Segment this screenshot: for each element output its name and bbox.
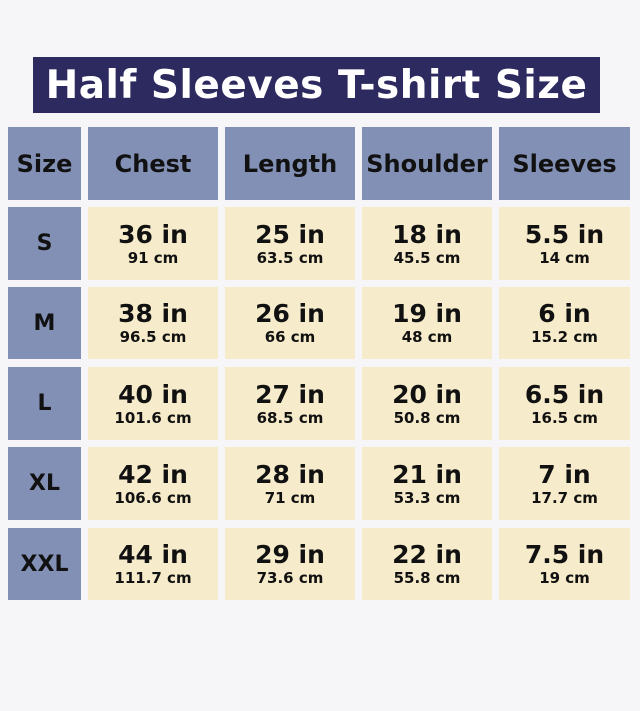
measurement-cell: 44 in 111.7 cm — [88, 528, 218, 600]
size-label-cell: XXL — [8, 528, 81, 600]
cm-value: 106.6 cm — [114, 488, 192, 507]
cm-value: 71 cm — [264, 488, 316, 507]
inches-value: 5.5 in — [524, 219, 605, 249]
inches-value: 18 in — [392, 219, 462, 249]
measurement-cell: 38 in 96.5 cm — [88, 287, 218, 359]
inches-value: 36 in — [118, 219, 188, 249]
cm-value: 50.8 cm — [393, 408, 461, 427]
size-label: M — [33, 310, 56, 336]
measurement-cell: 20 in 50.8 cm — [362, 367, 492, 440]
cm-value: 16.5 cm — [531, 408, 598, 427]
size-label: S — [36, 231, 53, 256]
measurement-cell: 7.5 in 19 cm — [499, 528, 630, 600]
inches-value: 25 in — [255, 219, 325, 249]
cm-value: 17.7 cm — [531, 488, 598, 507]
inches-value: 7 in — [538, 459, 591, 489]
column-header: Chest — [88, 127, 218, 200]
measurement-cell: 40 in 101.6 cm — [88, 367, 218, 440]
inches-value: 20 in — [392, 379, 462, 409]
cm-value: 45.5 cm — [393, 248, 461, 267]
size-label-cell: XL — [8, 447, 81, 520]
measurement-cell: 22 in 55.8 cm — [362, 528, 492, 600]
size-label-cell: L — [8, 367, 81, 440]
inches-value: 44 in — [118, 540, 188, 569]
cm-value: 63.5 cm — [256, 248, 324, 267]
cm-value: 96.5 cm — [119, 328, 187, 346]
cm-value: 91 cm — [127, 248, 179, 267]
cm-value: 111.7 cm — [114, 569, 192, 587]
inches-value: 6 in — [538, 299, 591, 328]
cm-value: 68.5 cm — [256, 408, 324, 427]
size-label-cell: M — [8, 287, 81, 359]
size-label: XL — [29, 471, 60, 496]
measurement-cell: 7 in 17.7 cm — [499, 447, 630, 520]
inches-value: 29 in — [255, 540, 325, 569]
column-header: Length — [225, 127, 355, 200]
inches-value: 38 in — [118, 299, 188, 328]
column-header-label: Chest — [114, 149, 192, 178]
inches-value: 7.5 in — [524, 540, 605, 569]
measurement-cell: 21 in 53.3 cm — [362, 447, 492, 520]
size-label: L — [37, 391, 52, 416]
cm-value: 48 cm — [401, 328, 453, 346]
cm-value: 66 cm — [264, 328, 316, 346]
size-label-cell: S — [8, 207, 81, 280]
inches-value: 27 in — [255, 379, 325, 409]
inches-value: 42 in — [118, 459, 188, 489]
inches-value: 6.5 in — [524, 379, 605, 409]
measurement-cell: 36 in 91 cm — [88, 207, 218, 280]
inches-value: 40 in — [118, 379, 188, 409]
measurement-cell: 28 in 71 cm — [225, 447, 355, 520]
column-header-label: Sleeves — [512, 149, 617, 178]
inches-value: 21 in — [392, 459, 462, 489]
measurement-cell: 5.5 in 14 cm — [499, 207, 630, 280]
column-header: Shoulder — [362, 127, 492, 200]
inches-value: 19 in — [392, 299, 462, 328]
column-header-label: Size — [16, 149, 73, 178]
inches-value: 22 in — [392, 540, 462, 569]
cm-value: 14 cm — [539, 248, 590, 267]
measurement-cell: 29 in 73.6 cm — [225, 528, 355, 600]
cm-value: 55.8 cm — [393, 569, 461, 587]
column-header-label: Length — [242, 149, 338, 178]
column-header-label: Shoulder — [366, 149, 488, 178]
cm-value: 19 cm — [539, 569, 590, 587]
column-header: Size — [8, 127, 81, 200]
cm-value: 15.2 cm — [531, 328, 598, 346]
column-header: Sleeves — [499, 127, 630, 200]
cm-value: 53.3 cm — [393, 488, 461, 507]
measurement-cell: 26 in 66 cm — [225, 287, 355, 359]
measurement-cell: 42 in 106.6 cm — [88, 447, 218, 520]
inches-value: 26 in — [255, 299, 325, 328]
cm-value: 101.6 cm — [114, 408, 192, 427]
size-label: XXL — [20, 551, 69, 577]
page-title: Half Sleeves T-shirt Size — [33, 57, 600, 113]
measurement-cell: 27 in 68.5 cm — [225, 367, 355, 440]
measurement-cell: 6.5 in 16.5 cm — [499, 367, 630, 440]
measurement-cell: 25 in 63.5 cm — [225, 207, 355, 280]
measurement-cell: 19 in 48 cm — [362, 287, 492, 359]
measurement-cell: 18 in 45.5 cm — [362, 207, 492, 280]
measurement-cell: 6 in 15.2 cm — [499, 287, 630, 359]
inches-value: 28 in — [255, 459, 325, 489]
cm-value: 73.6 cm — [256, 569, 324, 587]
